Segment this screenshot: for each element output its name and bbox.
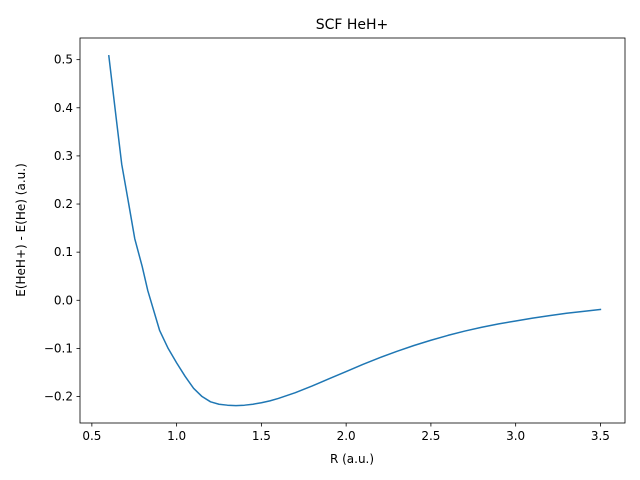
x-axis: 0.5 1.0 1.5 2.0 2.5 3.0 3.5 [82, 423, 610, 443]
y-axis-label: E(HeH+) - E(He) (a.u.) [14, 163, 28, 297]
x-tick-label: 3.0 [506, 429, 525, 443]
y-tick-label: 0.4 [54, 101, 73, 115]
y-tick-label: −0.1 [44, 341, 73, 355]
y-tick-label: 0.0 [54, 293, 73, 307]
x-tick-label: 3.5 [591, 429, 610, 443]
chart-title: SCF HeH+ [316, 17, 389, 33]
series-layer [107, 54, 602, 407]
y-tick-label: 0.3 [54, 149, 73, 163]
x-tick-label: 2.0 [337, 429, 356, 443]
series-line [107, 54, 602, 407]
y-tick-label: 0.1 [54, 245, 73, 259]
x-tick-label: 1.0 [167, 429, 186, 443]
x-tick-label: 2.5 [421, 429, 440, 443]
plot-frame [79, 37, 626, 424]
y-axis: −0.2 −0.1 0.0 0.1 0.2 0.3 0.4 0.5 [44, 53, 80, 404]
x-tick-label: 1.5 [252, 429, 271, 443]
y-tick-label: −0.2 [44, 390, 73, 404]
x-axis-label: R (a.u.) [330, 452, 374, 466]
x-tick-label: 0.5 [82, 429, 101, 443]
y-tick-label: 0.2 [54, 197, 73, 211]
y-tick-label: 0.5 [54, 53, 73, 67]
